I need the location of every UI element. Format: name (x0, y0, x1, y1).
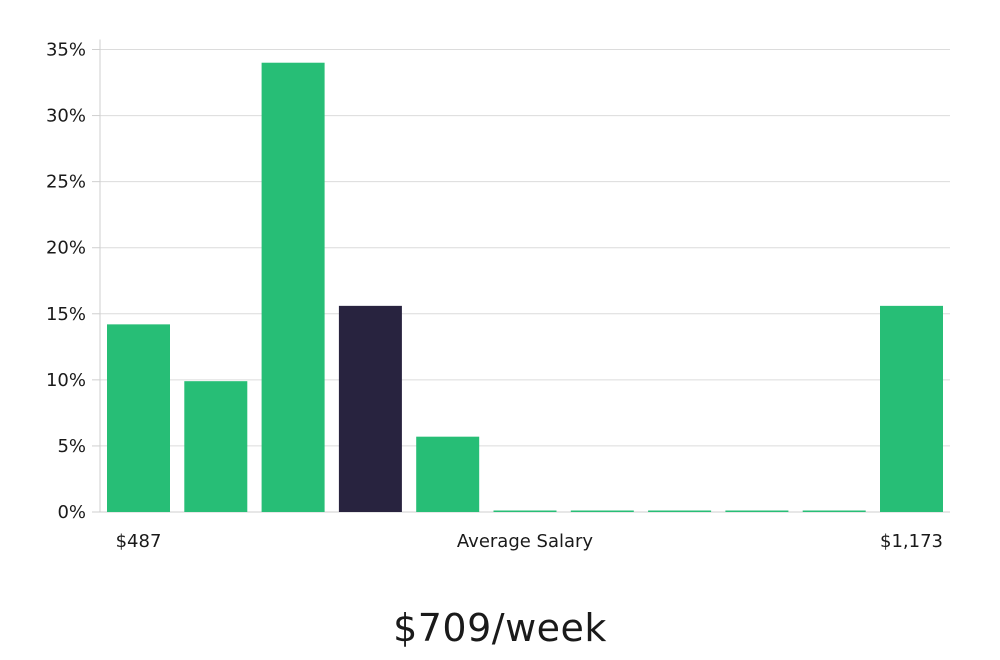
bar (648, 510, 712, 512)
bar (107, 324, 170, 512)
bar (725, 510, 789, 512)
y-tick-label: 10% (46, 370, 86, 391)
salary-distribution-chart: 0% 5% 10% 15% 20% 25% 30% 35% $487 Average Salary… (46, 39, 950, 553)
bar (184, 381, 248, 512)
y-tick-label: 25% (46, 172, 86, 193)
bar-highlighted (338, 305, 402, 512)
grid-lines (100, 49, 950, 447)
y-tick-label: 30% (46, 106, 86, 127)
bar (416, 436, 480, 512)
average-weekly-salary-headline: $709/week (393, 606, 607, 650)
bar (570, 510, 634, 512)
x-min-label: $487 (116, 531, 162, 552)
y-tick-label: 35% (46, 40, 86, 61)
bar (880, 305, 943, 512)
bar (802, 510, 866, 512)
x-max-label: $1,173 (880, 531, 943, 552)
bar (261, 62, 325, 512)
y-tick-label: 20% (46, 238, 86, 259)
x-axis-title: Average Salary (457, 531, 594, 552)
y-tick-label: 0% (57, 502, 86, 523)
bars (107, 62, 943, 512)
bar (493, 510, 557, 512)
y-tick-label: 5% (57, 436, 86, 457)
tick-labels: 0% 5% 10% 15% 20% 25% 30% 35% $487 Average Salary… (46, 40, 943, 553)
y-tick-label: 15% (46, 304, 86, 325)
